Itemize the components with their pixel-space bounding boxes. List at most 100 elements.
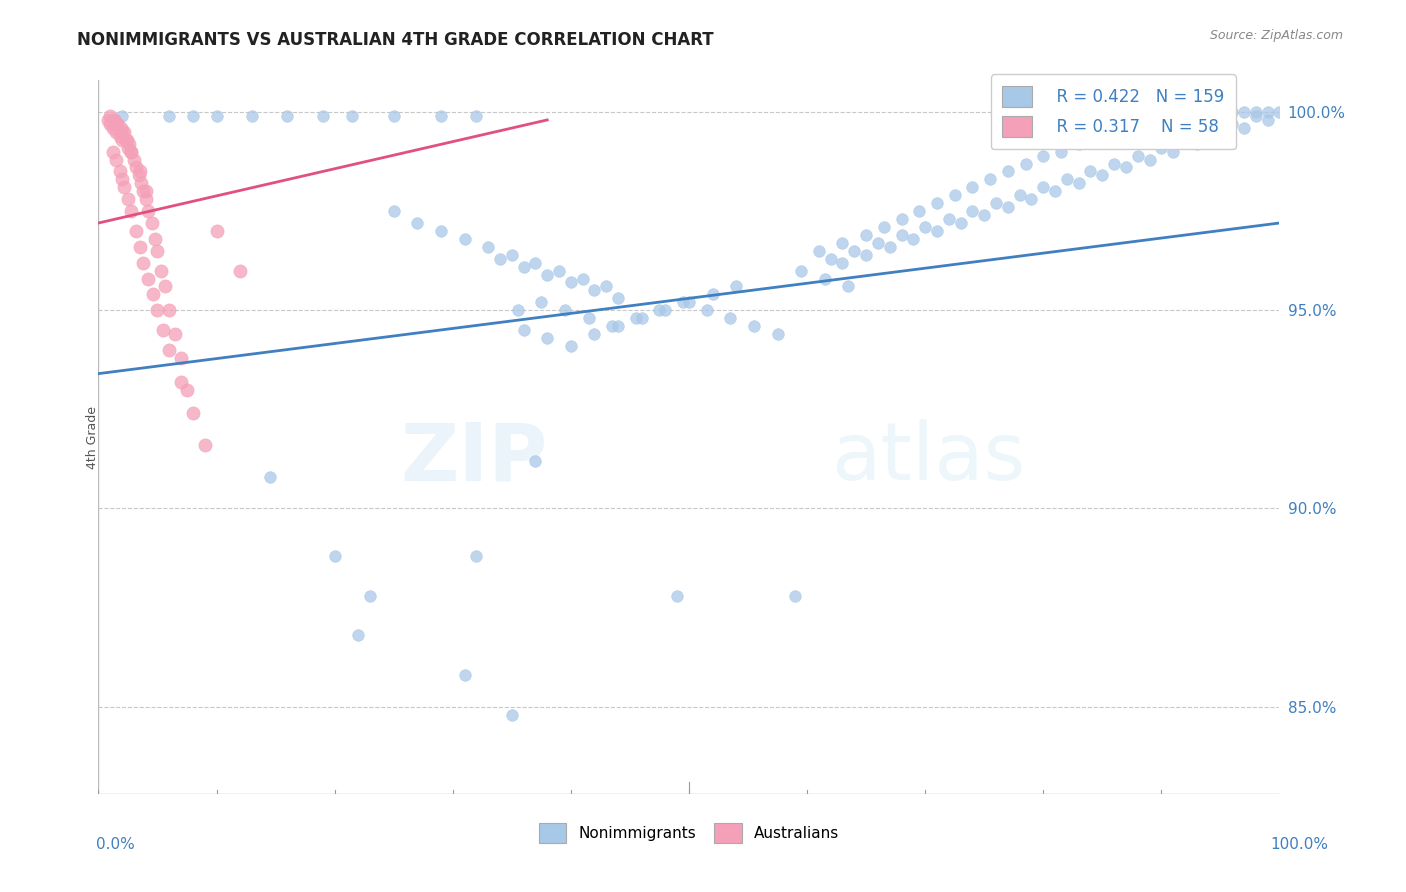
- Point: [962, 180, 984, 194]
- Point: [125, 161, 148, 175]
- Text: Source: ZipAtlas.com: Source: ZipAtlas.com: [1209, 29, 1343, 42]
- Point: [276, 109, 298, 123]
- Point: [1174, 112, 1197, 127]
- Point: [1056, 172, 1078, 186]
- Point: [111, 125, 134, 139]
- Point: [132, 184, 155, 198]
- Point: [1067, 177, 1090, 191]
- Point: [259, 469, 281, 483]
- Point: [820, 252, 842, 266]
- Point: [240, 109, 263, 123]
- Point: [170, 375, 193, 389]
- Point: [1209, 128, 1232, 143]
- Point: [949, 216, 972, 230]
- Point: [873, 219, 896, 234]
- Point: [890, 212, 912, 227]
- Point: [108, 128, 131, 143]
- Point: [181, 406, 204, 420]
- Point: [406, 216, 429, 230]
- Point: [1021, 192, 1043, 206]
- Point: [105, 117, 128, 131]
- Point: [807, 244, 830, 258]
- Point: [890, 227, 912, 242]
- Point: [914, 219, 936, 234]
- Point: [831, 235, 853, 250]
- Point: [1126, 148, 1149, 162]
- Point: [121, 204, 143, 219]
- Point: [979, 172, 1001, 186]
- Point: [1091, 169, 1114, 183]
- Point: [908, 204, 931, 219]
- Point: [146, 244, 169, 258]
- Point: [108, 164, 131, 178]
- Point: [600, 319, 623, 334]
- Text: ZIP: ZIP: [399, 419, 547, 498]
- Point: [630, 311, 652, 326]
- Point: [997, 164, 1019, 178]
- Point: [347, 628, 370, 642]
- Point: [831, 255, 853, 269]
- Point: [205, 109, 228, 123]
- Point: [150, 263, 173, 277]
- Point: [742, 319, 765, 334]
- Point: [135, 192, 157, 206]
- Point: [536, 331, 558, 345]
- Point: [111, 133, 134, 147]
- Point: [114, 133, 136, 147]
- Point: [1233, 105, 1256, 120]
- Point: [477, 240, 499, 254]
- Point: [136, 204, 159, 219]
- Point: [879, 240, 901, 254]
- Point: [766, 326, 789, 341]
- Point: [181, 109, 204, 123]
- Point: [903, 232, 925, 246]
- Point: [312, 109, 335, 123]
- Point: [101, 145, 124, 159]
- Point: [115, 133, 138, 147]
- Point: [560, 339, 582, 353]
- Text: 100.0%: 100.0%: [1271, 838, 1329, 852]
- Point: [624, 311, 647, 326]
- Point: [583, 326, 606, 341]
- Point: [725, 279, 748, 293]
- Point: [571, 271, 593, 285]
- Point: [524, 454, 547, 468]
- Point: [128, 240, 150, 254]
- Point: [489, 252, 512, 266]
- Text: 0.0%: 0.0%: [96, 838, 135, 852]
- Point: [157, 343, 180, 357]
- Point: [430, 224, 453, 238]
- Point: [1244, 109, 1267, 123]
- Point: [648, 303, 671, 318]
- Point: [973, 208, 995, 222]
- Point: [925, 224, 948, 238]
- Point: [578, 311, 600, 326]
- Point: [718, 311, 741, 326]
- Point: [141, 216, 163, 230]
- Point: [654, 303, 676, 318]
- Point: [128, 169, 150, 183]
- Point: [1220, 105, 1243, 120]
- Point: [323, 549, 346, 563]
- Point: [925, 196, 948, 211]
- Point: [866, 235, 889, 250]
- Point: [1080, 164, 1102, 178]
- Point: [1139, 120, 1161, 135]
- Point: [1268, 105, 1291, 120]
- Point: [1185, 136, 1208, 151]
- Point: [136, 271, 159, 285]
- Point: [938, 212, 960, 227]
- Point: [194, 438, 217, 452]
- Point: [1150, 141, 1173, 155]
- Point: [548, 263, 571, 277]
- Point: [157, 109, 180, 123]
- Point: [135, 184, 157, 198]
- Point: [110, 120, 132, 135]
- Point: [382, 204, 405, 219]
- Point: [790, 263, 813, 277]
- Point: [1014, 156, 1036, 170]
- Point: [1209, 105, 1232, 120]
- Point: [465, 109, 488, 123]
- Point: [1067, 136, 1090, 151]
- Point: [554, 303, 576, 318]
